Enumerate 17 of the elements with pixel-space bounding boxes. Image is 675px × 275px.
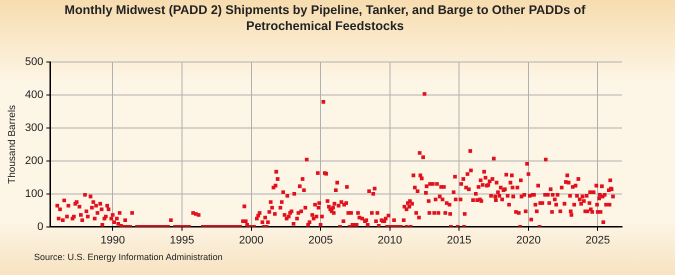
- y-axis-title: Thousand Barrels: [6, 104, 18, 184]
- source-note: Source: U.S. Energy Information Administration: [34, 252, 223, 262]
- x-tick-label: 2000: [239, 234, 264, 246]
- y-tick-label: 100: [24, 188, 44, 200]
- y-tick-label: 400: [24, 88, 44, 101]
- y-tick-label: 500: [24, 56, 44, 68]
- y-tick-label: 0: [37, 220, 44, 233]
- y-tick-label: 200: [24, 154, 44, 167]
- x-tick-label: 2020: [516, 234, 541, 246]
- y-tick-label: 300: [24, 122, 44, 134]
- x-tick-label: 2010: [378, 234, 402, 246]
- x-tick-label: 2025: [586, 234, 610, 246]
- x-tick-label: 2005: [308, 234, 333, 246]
- x-tick-label: 1995: [170, 234, 194, 246]
- x-tick-label: 2015: [446, 234, 472, 246]
- x-tick-label: 1990: [100, 234, 125, 246]
- chart-title: Monthly Midwest (PADD 2) Shipments by Pipeline, Tanker, and Barge to Other PADDs of Petrochemical Feedstocks: [64, 2, 586, 34]
